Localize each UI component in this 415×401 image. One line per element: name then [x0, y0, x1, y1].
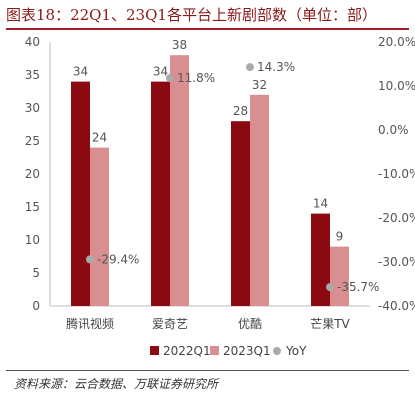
bar	[170, 55, 189, 307]
y-tick-label: 35	[25, 68, 40, 82]
bar-data-label: 28	[233, 104, 248, 118]
category-label: 腾讯视频	[66, 316, 114, 331]
legend-label: YoY	[285, 344, 307, 358]
bar	[330, 246, 349, 306]
yoy-point	[326, 283, 334, 292]
y-tick-label: 20	[25, 167, 40, 181]
title-rule	[6, 28, 409, 30]
y2-tick-label: -40.0%	[378, 299, 415, 313]
source-note: 资料来源：云合数据、万联证券研究所	[14, 377, 219, 391]
bar	[71, 81, 90, 306]
bar	[90, 147, 109, 306]
bar	[311, 213, 330, 306]
y-tick-label: 30	[25, 101, 40, 115]
bar-data-label: 9	[336, 230, 344, 244]
y2-tick-label: 0.0%	[378, 123, 409, 137]
y2-tick-label: 10.0%	[378, 79, 415, 93]
category-label: 优酷	[238, 317, 262, 331]
yoy-point	[86, 255, 94, 264]
bar-data-label: 34	[73, 65, 88, 79]
category-label: 爱奇艺	[152, 317, 188, 331]
y2-tick-label: -30.0%	[378, 255, 415, 269]
y2-tick-label: -20.0%	[378, 211, 415, 225]
legend-swatch	[273, 347, 281, 355]
bar-data-label: 32	[252, 78, 267, 92]
category-label: 芒果TV	[310, 316, 350, 331]
bar	[250, 94, 269, 306]
bar-data-label: 34	[153, 65, 168, 79]
y-tick-label: 15	[25, 200, 40, 214]
legend-swatch	[150, 346, 159, 355]
y-tick-label: 10	[25, 233, 40, 247]
yoy-data-label: 14.3%	[257, 60, 295, 74]
legend-label: 2022Q1	[163, 344, 211, 358]
source-rule	[6, 370, 409, 371]
yoy-data-label: 11.8%	[177, 71, 215, 85]
y-tick-label: 25	[25, 134, 40, 148]
y-tick-label: 0	[32, 299, 40, 313]
yoy-data-label: -29.4%	[97, 252, 139, 266]
legend-label: 2023Q1	[223, 344, 271, 358]
bar-data-label: 14	[313, 197, 328, 211]
bar	[231, 121, 250, 306]
y-tick-label: 40	[25, 35, 40, 49]
legend-swatch	[210, 346, 219, 355]
y2-tick-label: 20.0%	[378, 35, 415, 49]
yoy-point	[246, 63, 254, 72]
bar-data-label: 24	[92, 131, 107, 145]
chart-title: 图表18：22Q1、23Q1各平台上新剧部数（单位：部）	[6, 6, 377, 24]
bar	[151, 81, 170, 306]
y2-tick-label: -10.0%	[378, 167, 415, 181]
bar-data-label: 38	[172, 38, 187, 52]
yoy-point	[166, 74, 174, 83]
yoy-data-label: -35.7%	[337, 280, 379, 294]
y-tick-label: 5	[32, 266, 40, 280]
